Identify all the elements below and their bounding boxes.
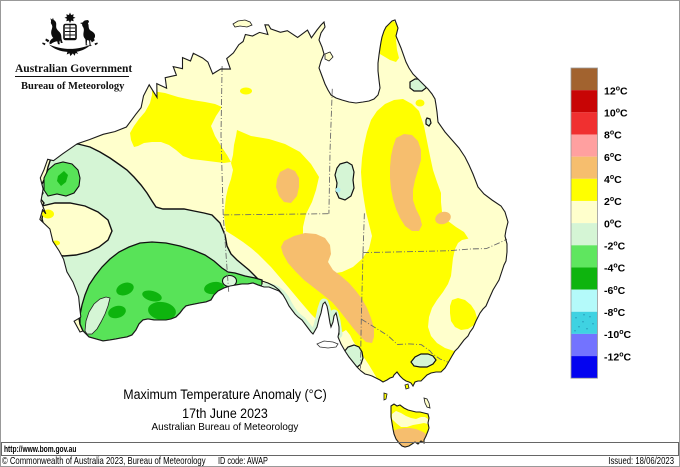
svg-text:-10oC: -10oC — [604, 329, 631, 341]
svg-text:6oC: 6oC — [604, 152, 622, 164]
svg-text:-12oC: -12oC — [604, 351, 631, 363]
svg-text:8oC: 8oC — [604, 130, 622, 142]
svg-text:2oC: 2oC — [604, 196, 622, 208]
svg-text:4oC: 4oC — [604, 174, 622, 186]
svg-text:12oC: 12oC — [604, 85, 628, 97]
svg-text:10oC: 10oC — [604, 108, 628, 120]
svg-text:-2oC: -2oC — [604, 241, 626, 253]
svg-text:0oC: 0oC — [604, 218, 622, 230]
svg-text:-4oC: -4oC — [604, 263, 626, 275]
svg-text:-8oC: -8oC — [604, 307, 626, 319]
svg-text:-6oC: -6oC — [604, 285, 626, 297]
